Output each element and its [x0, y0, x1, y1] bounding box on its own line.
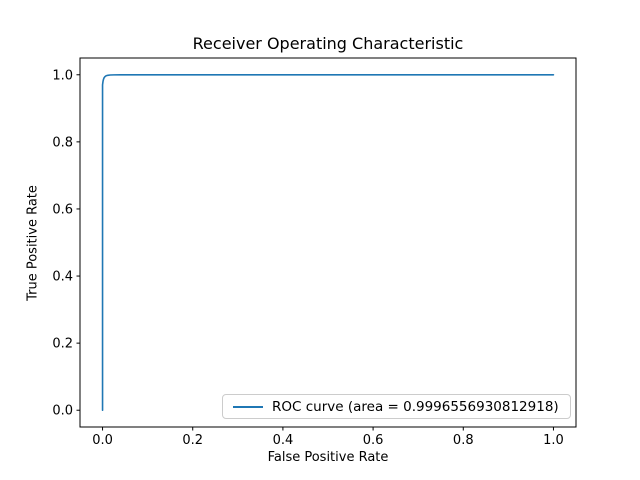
- x-tick-label: 0.4: [273, 433, 294, 448]
- x-tick-label: 0.0: [92, 433, 113, 448]
- x-tick-label: 0.6: [363, 433, 384, 448]
- x-tick-label: 0.8: [453, 433, 474, 448]
- axes-frame: [79, 57, 577, 428]
- y-axis-label: True Positive Rate: [25, 185, 41, 301]
- y-tick-label: 0.0: [52, 404, 73, 419]
- x-axis-label: False Positive Rate: [267, 450, 389, 465]
- y-tick-label: 0.8: [52, 135, 73, 150]
- y-tick-label: 1.0: [52, 68, 73, 83]
- y-tick-label: 0.4: [52, 270, 73, 285]
- y-tick-label: 0.6: [52, 202, 73, 217]
- y-tick-label: 0.2: [52, 337, 73, 352]
- chart-title: Receiver Operating Characteristic: [192, 34, 464, 53]
- legend-line-sample: [233, 405, 263, 408]
- x-tick-label: 1.0: [543, 433, 564, 448]
- legend-label: ROC curve (area = 0.9996556930812918): [272, 398, 559, 415]
- roc-curve-line: [101, 73, 555, 412]
- legend: ROC curve (area = 0.9996556930812918): [222, 394, 571, 419]
- x-tick-label: 0.2: [182, 433, 203, 448]
